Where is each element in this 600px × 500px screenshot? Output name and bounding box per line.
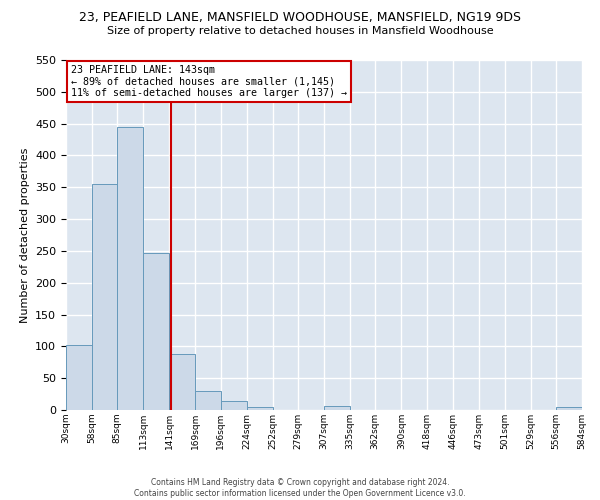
Bar — [221, 401, 247, 410]
Bar — [247, 407, 273, 410]
Bar — [556, 408, 582, 410]
Text: 23 PEAFIELD LANE: 143sqm
← 89% of detached houses are smaller (1,145)
11% of sem: 23 PEAFIELD LANE: 143sqm ← 89% of detach… — [71, 66, 347, 98]
Bar — [117, 127, 143, 410]
Y-axis label: Number of detached properties: Number of detached properties — [20, 148, 29, 322]
Bar — [196, 391, 221, 410]
Bar — [324, 406, 350, 410]
Bar — [92, 184, 117, 410]
Bar — [169, 354, 196, 410]
Bar — [66, 345, 92, 410]
Text: 23, PEAFIELD LANE, MANSFIELD WOODHOUSE, MANSFIELD, NG19 9DS: 23, PEAFIELD LANE, MANSFIELD WOODHOUSE, … — [79, 11, 521, 24]
Bar — [143, 253, 169, 410]
Text: Size of property relative to detached houses in Mansfield Woodhouse: Size of property relative to detached ho… — [107, 26, 493, 36]
Text: Contains HM Land Registry data © Crown copyright and database right 2024.
Contai: Contains HM Land Registry data © Crown c… — [134, 478, 466, 498]
